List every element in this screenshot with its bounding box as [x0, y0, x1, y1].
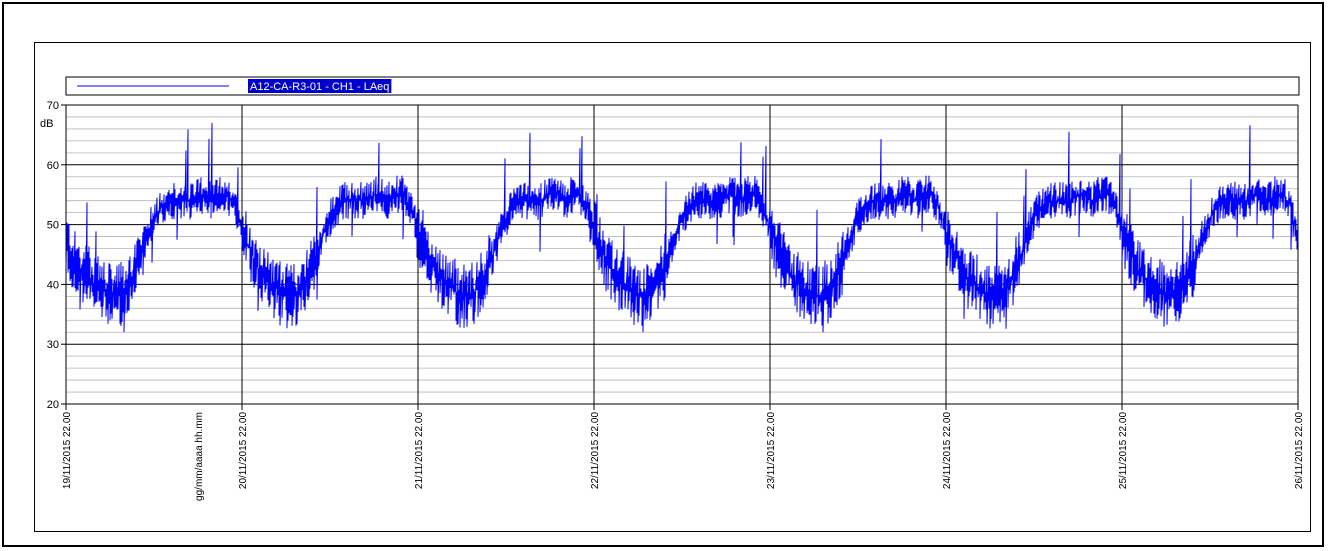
legend: A12-CA-R3-01 - CH1 - LAeq — [65, 76, 1300, 96]
x-tick-label: 23/11/2015 22.00 — [766, 412, 777, 490]
legend-label: A12-CA-R3-01 - CH1 - LAeq — [250, 81, 389, 93]
x-tick-labels: 19/11/2015 22.00 20/11/2015 22.00 21/11/20… — [62, 412, 1305, 490]
axes — [65, 105, 1299, 410]
chart-panel: 20 30 40 50 60 70 19/11/2015 22.00 20/11/2015 … — [34, 42, 1311, 532]
y-tick-label: 40 — [47, 279, 59, 291]
noise-level-chart: 20 30 40 50 60 70 19/11/2015 22.00 20/11/2015 … — [40, 76, 1305, 501]
y-tick-label: 50 — [47, 220, 59, 232]
x-tick-label: 21/11/2015 22.00 — [414, 412, 425, 490]
y-tick-label: 70 — [47, 100, 59, 112]
y-tick-labels: 20 30 40 50 60 70 — [47, 100, 66, 411]
y-axis-label: dB — [40, 118, 53, 130]
x-tick-label: 26/11/2015 22.00 — [1294, 412, 1305, 490]
x-tick-label: 19/11/2015 22.00 — [62, 412, 73, 490]
x-tick-label: 22/11/2015 22.00 — [590, 412, 601, 490]
x-tick-label: 24/11/2015 22.00 — [942, 412, 953, 490]
x-tick-label: 20/11/2015 22.00 — [238, 412, 249, 490]
series-group — [65, 122, 1299, 333]
legend-label-highlight — [248, 79, 392, 93]
series-line-laeq — [65, 122, 1299, 333]
y-tick-label: 20 — [47, 399, 59, 411]
y-tick-label: 30 — [47, 339, 59, 351]
x-axis-label: gg/mm/aaaa hh.mm — [194, 412, 205, 501]
x-tick-label: 25/11/2015 22.00 — [1118, 412, 1129, 490]
y-tick-label: 60 — [47, 160, 59, 172]
